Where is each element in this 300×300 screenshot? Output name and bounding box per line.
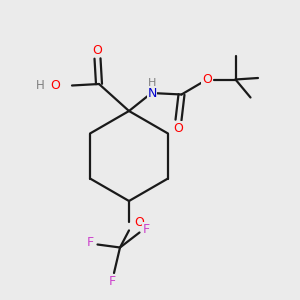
Text: O: O [135,216,144,229]
Text: N: N [147,87,157,100]
Text: H: H [36,79,45,92]
Text: H: H [148,78,156,88]
Text: F: F [86,236,94,250]
Text: O: O [174,122,183,135]
Text: F: F [109,275,116,288]
Text: O: O [202,73,212,86]
Text: O: O [51,79,60,92]
Text: F: F [142,223,150,236]
Text: O: O [93,44,102,57]
